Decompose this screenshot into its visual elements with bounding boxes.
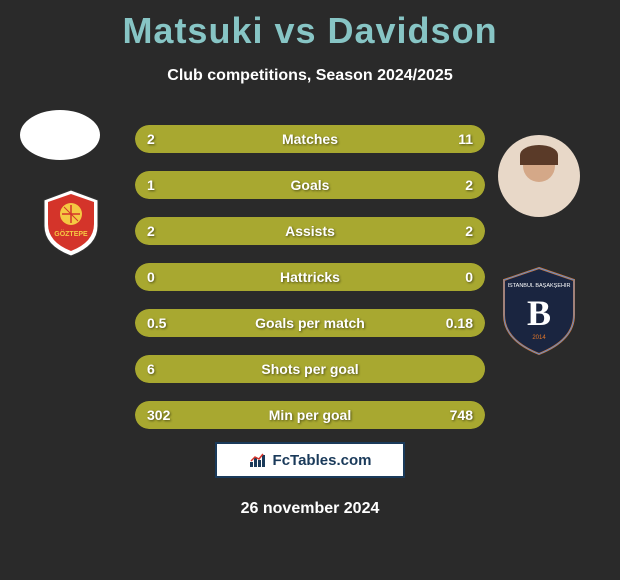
svg-text:ISTANBUL BAŞAKŞEHIR: ISTANBUL BAŞAKŞEHIR (508, 283, 571, 289)
stat-value-left: 1 (147, 177, 155, 193)
stats-container: 2 11 Matches 1 2 Goals 2 2 Assists 0 0 Hattricks 0.5… (135, 125, 485, 447)
stat-row: 2 11 Matches (135, 125, 485, 153)
stat-value-right: 2 (465, 223, 473, 239)
stat-value-left: 0 (147, 269, 155, 285)
stat-label: Hattricks (280, 269, 340, 285)
subtitle: Club competitions, Season 2024/2025 (0, 67, 620, 85)
player-right-avatar (498, 135, 580, 217)
stat-label: Goals (291, 177, 330, 193)
club-right-logo: ISTANBUL BAŞAKŞEHIR B 2014 (498, 265, 580, 357)
stat-row: 0 0 Hattricks (135, 263, 485, 291)
svg-text:GÖZTEPE: GÖZTEPE (54, 229, 88, 238)
stat-bar-left (135, 217, 310, 245)
stat-value-left: 0.5 (147, 315, 166, 331)
stat-value-left: 2 (147, 223, 155, 239)
stat-label: Shots per goal (261, 361, 358, 377)
stat-label: Goals per match (255, 315, 365, 331)
stat-bar-left (135, 125, 188, 153)
stat-row: 302 748 Min per goal (135, 401, 485, 429)
stat-row: 0.5 0.18 Goals per match (135, 309, 485, 337)
stat-value-left: 302 (147, 407, 170, 423)
stat-value-right: 748 (450, 407, 473, 423)
stat-row: 2 2 Assists (135, 217, 485, 245)
player-left-avatar (20, 110, 100, 160)
stat-value-right: 0.18 (446, 315, 473, 331)
club-left-logo: GÖZTEPE (40, 188, 102, 258)
stat-label: Min per goal (269, 407, 351, 423)
stat-value-right: 2 (465, 177, 473, 193)
svg-text:2014: 2014 (532, 335, 546, 341)
svg-text:B: B (527, 293, 551, 333)
footer-date: 26 november 2024 (241, 500, 380, 518)
stat-value-left: 6 (147, 361, 155, 377)
stat-value-right: 0 (465, 269, 473, 285)
stat-value-left: 2 (147, 131, 155, 147)
stat-row: 6 Shots per goal (135, 355, 485, 383)
footer-brand-text: FcTables.com (273, 452, 372, 469)
stat-label: Matches (282, 131, 338, 147)
chart-icon (249, 452, 267, 468)
footer-brand-logo: FcTables.com (215, 442, 405, 478)
stat-value-right: 11 (458, 131, 473, 147)
stat-row: 1 2 Goals (135, 171, 485, 199)
stat-bar-right (251, 171, 486, 199)
page-title: Matsuki vs Davidson (0, 0, 620, 52)
stat-bar-right (310, 217, 485, 245)
stat-label: Assists (285, 223, 335, 239)
